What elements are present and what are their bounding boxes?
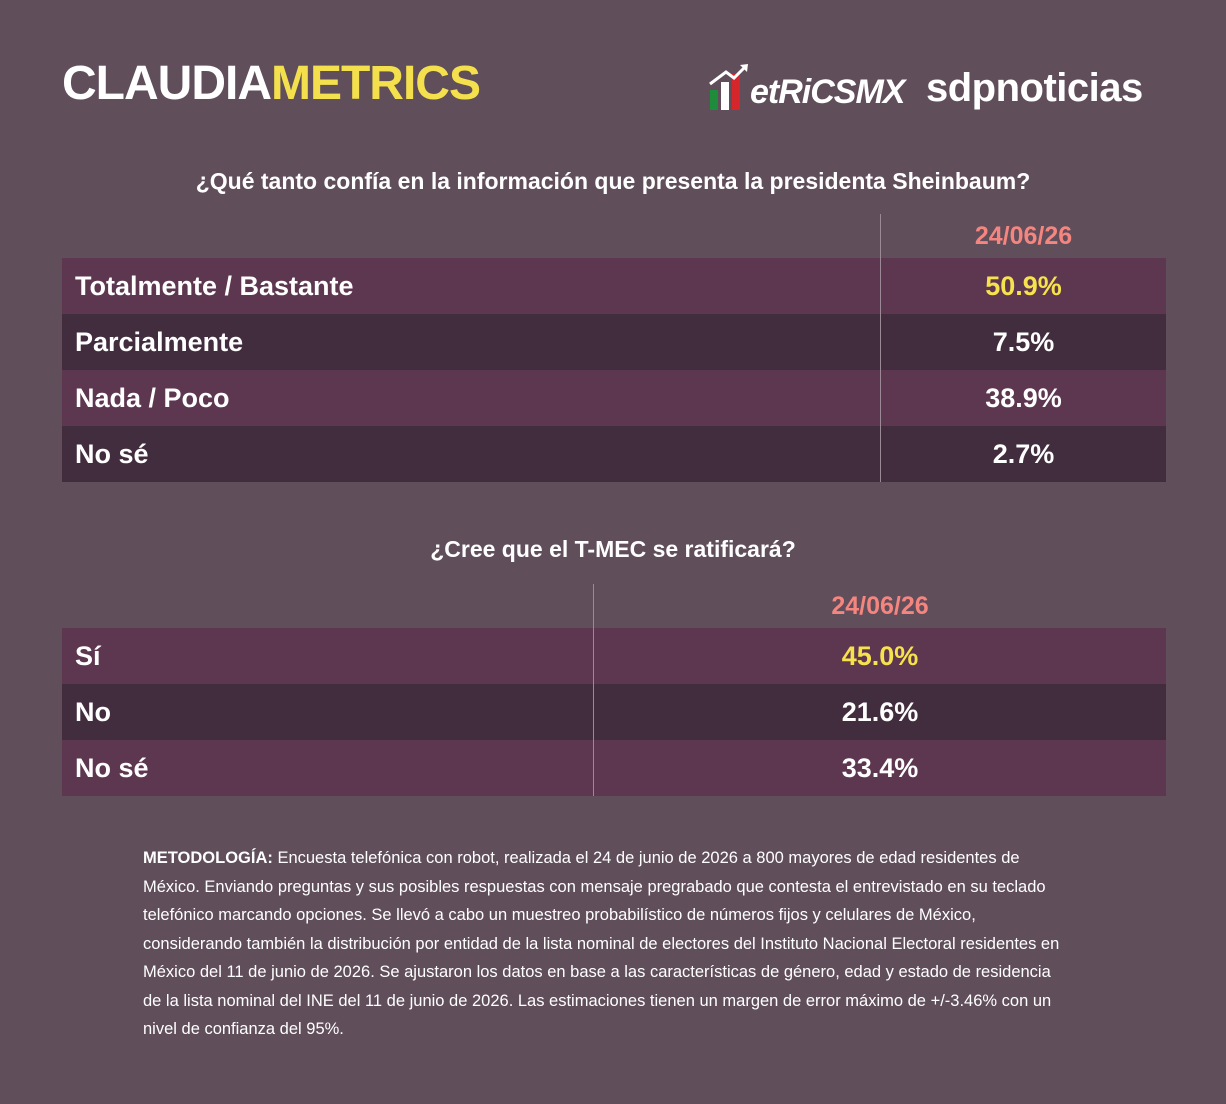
sdpnoticias-logo: sdpnoticias <box>926 66 1143 110</box>
brand: CLAUDIAMETRICS <box>62 56 481 111</box>
row-value: 21.6% <box>841 696 919 727</box>
table-header: 24/06/26 <box>62 584 1166 628</box>
column-header: 24/06/26 <box>974 222 1073 250</box>
row-label: No sé <box>75 752 149 783</box>
column-header: 24/06/26 <box>831 592 929 620</box>
row-label: Parcialmente <box>75 326 244 357</box>
logo-icon <box>709 64 748 110</box>
table: 24/06/26 Totalmente / Bastante 50.9% Parcia… <box>62 214 1166 482</box>
row-value: 38.9% <box>985 382 1062 413</box>
row-value: 2.7% <box>992 438 1055 469</box>
row-value: 45.0% <box>841 640 919 671</box>
table-row: No 21.6% <box>62 684 1166 740</box>
question: ¿Qué tanto confía en la información que … <box>195 168 1031 194</box>
methodology: METODOLOGÍA: Encuesta telefónica con rob… <box>143 844 1063 1044</box>
logo-text: etRiCSMX <box>750 73 905 111</box>
row-label: Sí <box>75 640 101 671</box>
table-row: Totalmente / Bastante 50.9% <box>62 258 1166 314</box>
table-header: 24/06/26 <box>62 214 1166 258</box>
table-row: No sé 2.7% <box>62 426 1166 482</box>
row-label: No sé <box>75 438 149 469</box>
question: ¿Cree que el T-MEC se ratificará? <box>430 536 796 562</box>
column-divider <box>593 584 594 796</box>
row-label: Nada / Poco <box>75 382 230 413</box>
table-row: Sí 45.0% <box>62 628 1166 684</box>
methodology-label: METODOLOGÍA: <box>143 849 273 867</box>
row-value: 50.9% <box>985 270 1062 301</box>
row-label: Totalmente / Bastante <box>75 270 354 301</box>
row-label: No <box>75 696 111 727</box>
brand-part: METRICS <box>270 57 481 110</box>
methodology-text: Encuesta telefónica con robot, realizada… <box>143 849 1060 1038</box>
table: 24/06/26 Sí 45.0% No 21.6% No sé 33.4% <box>62 584 1166 796</box>
brand-part: CLAUDIA <box>62 57 272 110</box>
row-value: 33.4% <box>841 752 919 783</box>
column-divider <box>880 214 881 482</box>
table-row: Nada / Poco 38.9% <box>62 370 1166 426</box>
metricsmx-logo: etRiCSMX <box>708 62 905 112</box>
table-row: No sé 33.4% <box>62 740 1166 796</box>
table-row: Parcialmente 7.5% <box>62 314 1166 370</box>
row-value: 7.5% <box>992 326 1055 357</box>
